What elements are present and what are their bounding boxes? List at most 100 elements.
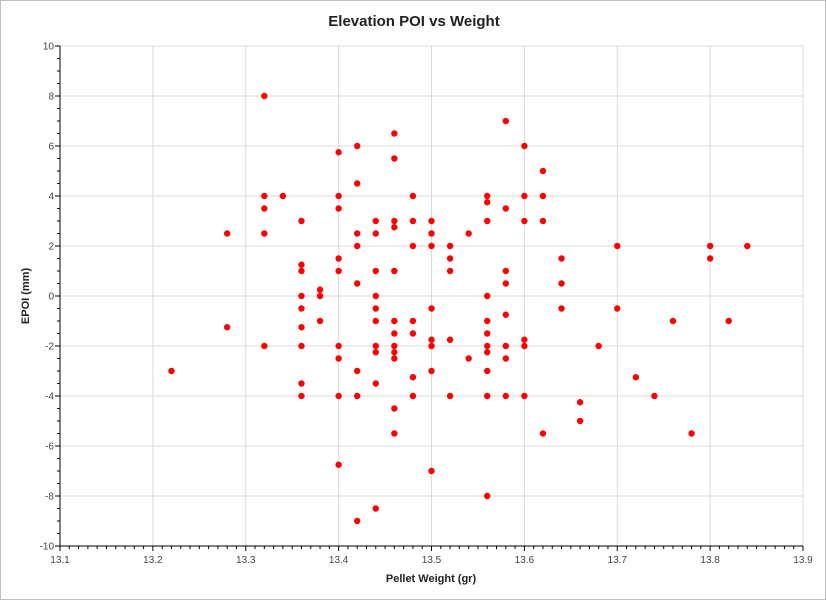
data-point <box>391 355 398 362</box>
data-point <box>521 217 528 225</box>
data-point <box>372 505 379 512</box>
data-point <box>335 392 342 400</box>
data-point <box>261 205 268 212</box>
chart-title: Elevation POI vs Weight <box>328 13 499 30</box>
data-point <box>316 292 324 300</box>
data-point <box>446 255 454 262</box>
data-point <box>484 367 491 375</box>
data-point <box>354 392 361 400</box>
data-point <box>298 392 305 400</box>
data-point <box>391 224 398 231</box>
data-point <box>335 267 342 275</box>
data-point <box>223 324 231 331</box>
data-point <box>576 417 584 425</box>
y-tick-label: 10 <box>43 42 55 53</box>
data-point <box>539 192 547 200</box>
data-point <box>465 355 472 362</box>
x-tick-label: 13.7 <box>608 555 628 566</box>
data-point <box>372 217 379 225</box>
data-point <box>428 342 435 350</box>
data-point <box>521 342 528 350</box>
data-point <box>428 467 435 475</box>
data-point <box>502 342 509 350</box>
data-point <box>391 342 398 350</box>
data-point <box>446 392 454 400</box>
data-point <box>372 305 379 312</box>
data-points <box>168 92 751 525</box>
data-point <box>484 292 491 300</box>
y-axis-title: EPOI (mm) <box>20 268 32 325</box>
data-point <box>484 392 491 400</box>
data-point <box>223 230 231 237</box>
data-point <box>502 280 509 287</box>
data-point <box>632 374 640 381</box>
data-point <box>409 192 417 200</box>
data-point <box>725 317 732 325</box>
data-point <box>372 342 379 350</box>
data-point <box>484 317 491 325</box>
data-point <box>706 242 714 250</box>
y-tick-label: -4 <box>45 392 54 403</box>
x-tick-labels: 13.1 13.2 13.3 13.4 13.5 13.6 13.7 13.8 13.9 <box>50 555 813 566</box>
data-point <box>261 192 268 200</box>
data-point <box>539 167 547 175</box>
data-point <box>744 242 751 250</box>
data-point <box>558 255 565 262</box>
x-tick-label: 13.9 <box>793 555 813 566</box>
data-point <box>484 492 491 500</box>
x-tick-label: 13.8 <box>700 555 720 566</box>
data-point <box>372 317 379 325</box>
data-point <box>409 242 417 250</box>
data-point <box>484 217 491 225</box>
data-point <box>409 317 417 325</box>
data-point <box>428 305 435 312</box>
data-point <box>428 242 435 250</box>
data-point <box>372 380 379 387</box>
y-tick-label: -8 <box>45 492 54 503</box>
data-point <box>372 349 379 356</box>
y-tick-label: 2 <box>48 242 54 253</box>
data-point <box>539 217 547 225</box>
data-point <box>484 330 491 337</box>
data-point <box>502 117 509 125</box>
data-point <box>391 349 398 356</box>
x-tick-label: 13.4 <box>329 555 349 566</box>
y-tick-label: -6 <box>45 442 54 453</box>
data-point <box>502 311 509 318</box>
data-point <box>502 267 509 275</box>
data-point <box>354 367 361 375</box>
data-point <box>298 324 305 331</box>
data-point <box>484 349 491 356</box>
data-point <box>354 280 361 287</box>
x-tick-label: 13.2 <box>143 555 163 566</box>
data-point <box>391 430 398 437</box>
x-tick-label: 13.5 <box>422 555 442 566</box>
data-point <box>521 142 528 150</box>
data-point <box>428 367 435 375</box>
data-point <box>261 92 268 100</box>
data-point <box>595 342 602 350</box>
data-point <box>651 392 658 400</box>
data-point <box>558 305 565 312</box>
data-point <box>354 242 361 250</box>
data-point <box>669 317 677 325</box>
data-point <box>391 130 398 137</box>
data-point <box>335 342 342 350</box>
data-point <box>391 405 398 412</box>
data-point <box>391 330 398 337</box>
data-point <box>354 230 361 237</box>
data-point <box>298 261 305 268</box>
data-point <box>391 317 398 325</box>
data-point <box>335 461 342 468</box>
data-point <box>484 342 491 350</box>
y-tick-labels: -10 -8 -6 -4 -2 0 2 4 6 8 10 <box>40 42 55 553</box>
data-point <box>298 342 305 350</box>
x-tick-label: 13.1 <box>50 555 70 566</box>
data-point <box>558 280 565 287</box>
data-point <box>428 336 435 343</box>
data-point <box>279 192 287 200</box>
data-point <box>409 330 417 337</box>
data-point <box>428 217 435 225</box>
y-tick-label: -2 <box>45 342 54 353</box>
